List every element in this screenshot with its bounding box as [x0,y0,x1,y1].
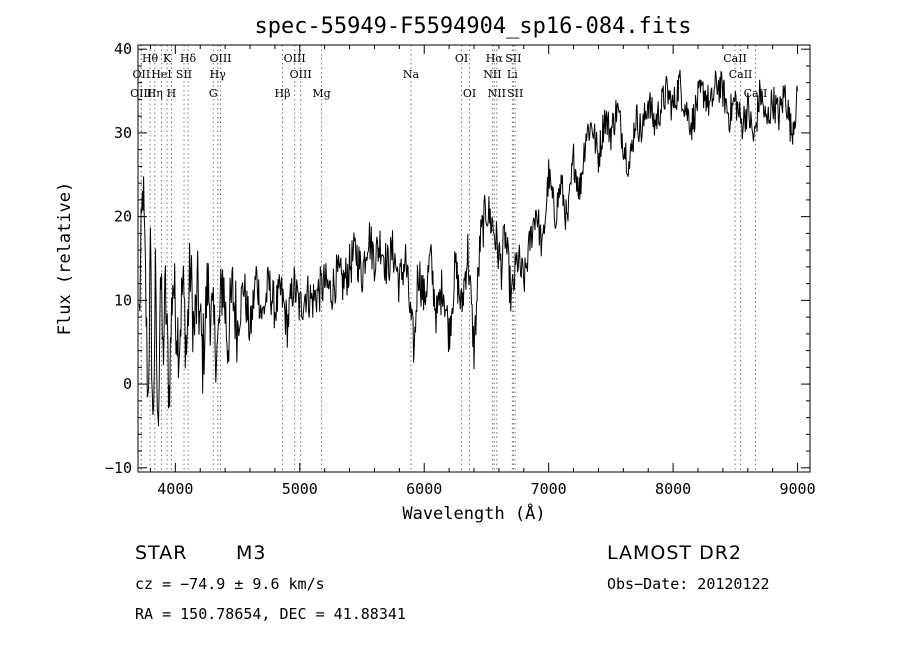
line-label-15: Mg [312,87,330,100]
line-label-4: HeI [151,68,171,81]
spectral-line-markers [140,45,756,472]
line-label-17: OI [455,52,468,65]
line-label-6: SII [176,68,192,81]
object-type: STAR [135,542,188,564]
coordinates: RA = 150.78654, DEC = 41.88341 [135,605,406,623]
y-axis: −10 0 10 20 30 40 [105,40,810,477]
line-label-22: SII [505,52,521,65]
x-tick-label: 7000 [531,480,567,498]
spectrum-series-layer [138,69,799,427]
line-label-20: NII [483,68,501,81]
line-label-9: OIII [209,52,231,65]
x-tick-label: 8000 [655,480,691,498]
line-label-3: K [163,52,172,65]
line-label-11: G [209,87,218,100]
spectrum-chart: spec-55949-F5594904_sp16-084.fits Hθ OII O… [55,14,816,524]
line-label-12: Hβ [275,87,291,100]
line-label-7: H [167,87,177,100]
observation-date: Obs−Date: 20120122 [607,575,770,593]
y-tick-label: 10 [114,291,132,309]
object-subclass: M3 [236,542,267,564]
y-tick-label: 20 [114,208,132,226]
y-tick-label: 40 [114,40,132,58]
line-label-5: Hη [147,87,163,100]
survey-name: LAMOST DR2 [607,542,742,564]
chart-title: spec-55949-F5594904_sp16-084.fits [254,14,691,39]
spectrum-line [138,69,799,427]
x-axis-label: Wavelength (Å) [402,502,545,524]
line-label-23: Li [507,68,518,81]
redshift-velocity: cz = −74.9 ± 9.6 km/s [135,575,325,593]
x-tick-label: 5000 [282,480,318,498]
line-label-8: Hδ [180,52,197,65]
line-label-14: OIII [290,68,312,81]
x-tick-label: 6000 [406,480,442,498]
y-tick-label: −10 [105,459,132,477]
line-label-18: OI [463,87,476,100]
y-axis-label: Flux (relative) [55,182,75,336]
x-axis: 4000 5000 6000 7000 8000 9000 [149,45,816,498]
x-tick-label: 9000 [779,480,815,498]
y-tick-label: 30 [114,124,132,142]
line-label-21: NII [488,87,506,100]
line-label-10: Hγ [210,68,227,81]
x-tick-label: 4000 [157,480,193,498]
line-label-2: OIII [130,87,152,100]
line-label-13: OIII [284,52,306,65]
line-label-26: CaII [729,68,753,81]
line-label-16: Na [403,68,420,81]
line-label-19: Hα [486,52,504,65]
line-label-0: Hθ [142,52,159,65]
y-tick-label: 0 [123,375,132,393]
line-label-24: SII [507,87,523,100]
line-label-25: CaII [723,52,747,65]
line-label-1: OII [133,68,151,81]
